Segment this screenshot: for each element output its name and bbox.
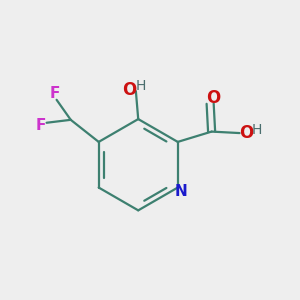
Text: O: O [239,124,253,142]
Text: H: H [136,79,146,93]
Text: H: H [251,122,262,136]
Text: O: O [206,89,220,107]
Text: O: O [122,81,136,99]
Text: F: F [50,86,60,101]
Text: F: F [36,118,46,133]
Text: N: N [175,184,188,199]
